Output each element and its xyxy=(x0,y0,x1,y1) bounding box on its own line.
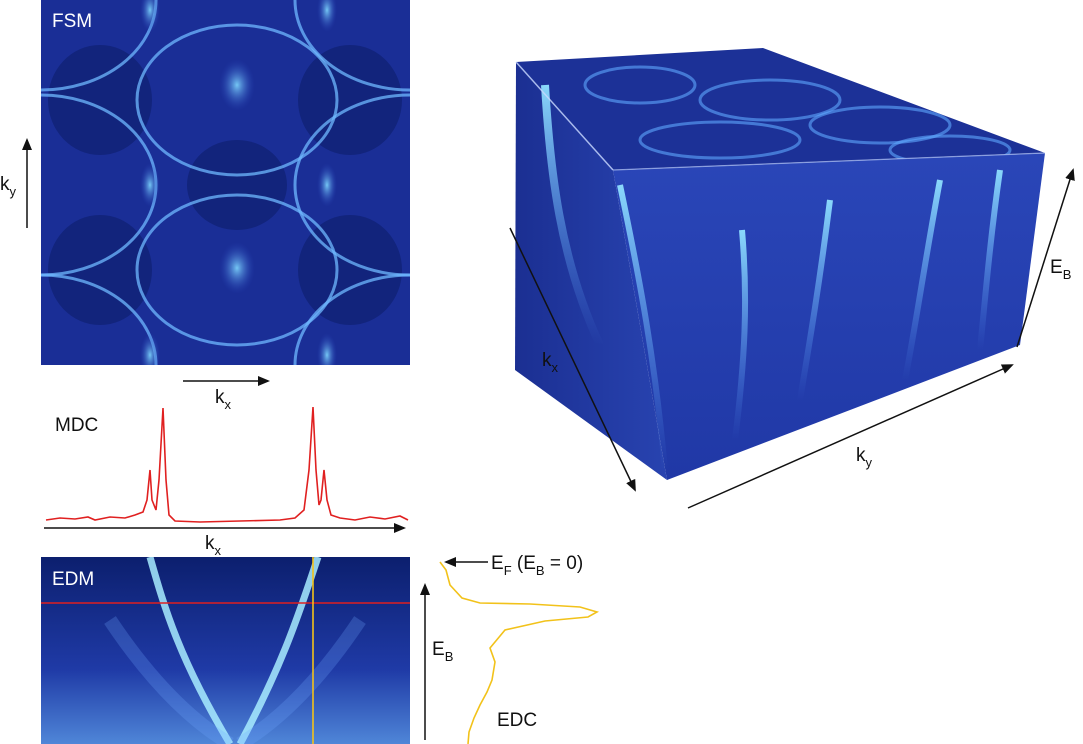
fsm-kx-label: kx xyxy=(215,387,232,412)
fsm-title: FSM xyxy=(52,11,92,32)
edm-band-glow xyxy=(236,616,366,744)
cube-kx-label: kx xyxy=(542,350,559,375)
cube-left-band xyxy=(541,84,604,347)
fsm-dark-pocket xyxy=(298,215,402,325)
fsm-ky-label: ky xyxy=(0,174,17,199)
edc-curve xyxy=(439,561,600,744)
mdc-title: MDC xyxy=(55,415,98,436)
edm-panel xyxy=(41,557,410,744)
cube-ky-arrow xyxy=(687,364,1014,509)
edm-eb-label: EB xyxy=(432,639,453,664)
cube-edge xyxy=(612,152,1046,171)
edm-band-glow xyxy=(104,616,234,744)
edm-title: EDM xyxy=(52,569,94,590)
fsm-hotspots xyxy=(140,0,337,365)
cube-ky-label: ky xyxy=(856,445,873,470)
cube-front-bands xyxy=(617,169,1003,471)
edm-band-right xyxy=(236,557,322,744)
fermi-level-label: EF (EB = 0) xyxy=(491,553,583,578)
mdc-curve xyxy=(45,406,409,523)
data-cube xyxy=(515,48,1046,480)
edm-band-left xyxy=(146,557,234,744)
cube-eb-label: EB xyxy=(1050,257,1071,282)
fsm-dark-pocket xyxy=(48,215,152,325)
cube-eb-arrow xyxy=(1016,168,1075,348)
cube-edge xyxy=(515,61,614,171)
fsm-panel xyxy=(41,0,410,365)
fsm-dark-pocket xyxy=(48,45,152,155)
cube-top-contours xyxy=(583,65,1012,166)
edm-background xyxy=(41,557,410,744)
edc-title: EDC xyxy=(497,710,537,731)
cube-kx-arrow xyxy=(509,227,636,492)
fsm-dark-pocket xyxy=(298,45,402,155)
fsm-dark-pocket xyxy=(187,140,287,230)
cube-front-face xyxy=(613,153,1045,480)
mdc-kx-label: kx xyxy=(205,533,222,558)
